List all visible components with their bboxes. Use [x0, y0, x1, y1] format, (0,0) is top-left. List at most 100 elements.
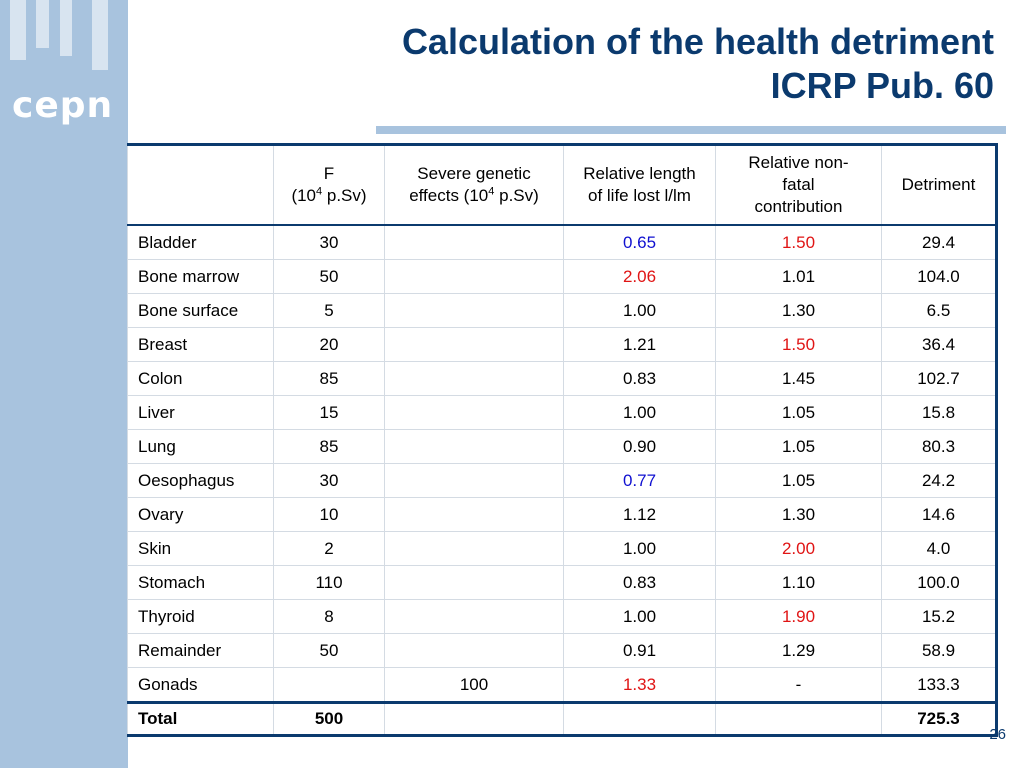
f-value: 110 [273, 565, 385, 600]
organ-name: Bone surface [127, 293, 274, 328]
nonfatal-value: 1.30 [715, 497, 882, 532]
relative-length-value: 1.00 [563, 293, 716, 328]
header-nonfatal: Relative non- fatal contribution [715, 144, 882, 226]
sidebar-decoration: cepn [0, 0, 128, 768]
table-row: Gonads 100 1.33-133.3 [127, 667, 997, 703]
relative-length-value: 1.00 [563, 395, 716, 430]
table-row: Remainder 50 0.91 1.29 58.9 [127, 633, 997, 668]
organ-name: Breast [127, 327, 274, 362]
header-f: F (104 p.Sv) [273, 144, 385, 226]
genetic-value [384, 224, 564, 260]
detriment-value: 102.7 [881, 361, 997, 396]
nonfatal-value: 2.00 [715, 531, 882, 566]
detriment-value: 4.0 [881, 531, 997, 566]
header-f-line2: (10 [291, 186, 317, 205]
organ-name: Skin [127, 531, 274, 566]
slide-title-line1: Calculation of the health detriment [401, 21, 994, 62]
table-body: Bladder 30 0.65 1.50 29.4 Bone marrow 50 2.06 1.… [127, 224, 997, 736]
organ-name: Oesophagus [127, 463, 274, 498]
organ-name: Lung [127, 429, 274, 464]
relative-length-value: 1.00 [563, 531, 716, 566]
relative-length-value: 0.83 [563, 361, 716, 396]
table-row: Breast 20 1.21 1.50 36.4 [127, 327, 997, 362]
detriment-value: 15.8 [881, 395, 997, 430]
detriment-value: 14.6 [881, 497, 997, 532]
nonfatal-value: 1.50 [715, 327, 882, 362]
f-value: 20 [273, 327, 385, 362]
nonfatal-value: 1.05 [715, 463, 882, 498]
nonfatal-value: 1.10 [715, 565, 882, 600]
genetic-value: 100 [384, 667, 564, 703]
total-f: 500 [273, 701, 385, 736]
relative-length-value: 1.12 [563, 497, 716, 532]
header-organ [127, 144, 274, 226]
organ-name: Remainder [127, 633, 274, 668]
genetic-value [384, 463, 564, 498]
genetic-value [384, 259, 564, 294]
table-row: Thyroid 8 1.00 1.90 15.2 [127, 599, 997, 634]
header-genetic: Severe genetic effects (104 p.Sv) [384, 144, 564, 226]
header-f-line1: F [323, 164, 335, 183]
table-row: Colon 85 0.83 1.45 102.7 [127, 361, 997, 396]
header-genetic-unit: p.Sv) [494, 186, 539, 205]
nonfatal-value: 1.05 [715, 395, 882, 430]
header-f-unit: p.Sv) [322, 186, 367, 205]
f-value: 2 [273, 531, 385, 566]
cepn-logo: cepn [12, 85, 114, 126]
detriment-value: 24.2 [881, 463, 997, 498]
nonfatal-value: 1.90 [715, 599, 882, 634]
slide-title-line2: ICRP Pub. 60 [770, 65, 994, 106]
header-nonfatal-line2: fatal [782, 175, 815, 194]
detriment-table: F (104 p.Sv) Severe genetic effects (104… [127, 143, 998, 737]
relative-length-value: 2.06 [563, 259, 716, 294]
f-value: 30 [273, 224, 385, 260]
genetic-value [384, 327, 564, 362]
table-row: Bone surface 5 1.00 1.30 6.5 [127, 293, 997, 328]
total-detriment: 725.3 [881, 701, 997, 736]
genetic-value [384, 361, 564, 396]
detriment-value: 133.3 [881, 667, 997, 703]
total-genetic [384, 701, 564, 736]
detriment-value: 29.4 [881, 224, 997, 260]
slide-title: Calculation of the health detriment ICRP… [234, 20, 994, 108]
genetic-value [384, 293, 564, 328]
f-value: 15 [273, 395, 385, 430]
header-row: F (104 p.Sv) Severe genetic effects (104… [127, 144, 997, 226]
detriment-value: 80.3 [881, 429, 997, 464]
f-value: 85 [273, 429, 385, 464]
nonfatal-value: 1.30 [715, 293, 882, 328]
header-relative-length: Relative length of life lost l/lm [563, 144, 716, 226]
header-nonfatal-line1: Relative non- [748, 153, 849, 172]
relative-length-value: 1.00 [563, 599, 716, 634]
detriment-value: 6.5 [881, 293, 997, 328]
relative-length-value: 0.77 [563, 463, 716, 498]
total-row: Total 500 725.3 [127, 701, 997, 736]
genetic-value [384, 565, 564, 600]
nonfatal-value: 1.29 [715, 633, 882, 668]
genetic-value [384, 497, 564, 532]
sidebar-bar [92, 0, 108, 70]
nonfatal-value: 1.01 [715, 259, 882, 294]
detriment-value: 15.2 [881, 599, 997, 634]
table-row: Ovary 10 1.12 1.30 14.6 [127, 497, 997, 532]
header-nonfatal-line3: contribution [754, 197, 843, 216]
table-row: Stomach 110 0.83 1.10 100.0 [127, 565, 997, 600]
title-underline [376, 126, 1006, 134]
page-number: 26 [989, 726, 1006, 743]
organ-name: Colon [127, 361, 274, 396]
detriment-value: 36.4 [881, 327, 997, 362]
detriment-table-container: F (104 p.Sv) Severe genetic effects (104… [127, 143, 998, 737]
relative-length-value: 0.65 [563, 224, 716, 260]
organ-name: Liver [127, 395, 274, 430]
header-f-exponent: 4 [316, 185, 323, 198]
header-genetic-line2: effects (10 [409, 186, 489, 205]
nonfatal-value: - [715, 667, 882, 703]
table-row: Bone marrow 50 2.06 1.01 104.0 [127, 259, 997, 294]
relative-length-value: 0.83 [563, 565, 716, 600]
organ-name: Stomach [127, 565, 274, 600]
genetic-value [384, 599, 564, 634]
table-row: Oesophagus 30 0.77 1.05 24.2 [127, 463, 997, 498]
f-value: 5 [273, 293, 385, 328]
relative-length-value: 0.91 [563, 633, 716, 668]
genetic-value [384, 531, 564, 566]
